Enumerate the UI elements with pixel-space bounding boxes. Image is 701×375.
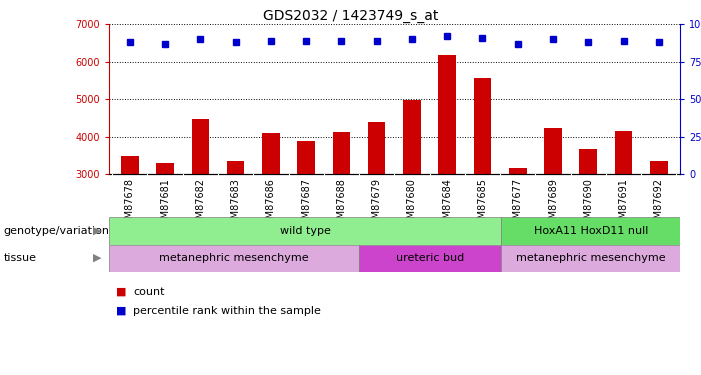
Text: GSM87691: GSM87691 — [618, 178, 629, 231]
Bar — [227, 160, 245, 174]
Bar — [509, 168, 526, 174]
Bar — [501, 244, 680, 272]
Text: ■: ■ — [116, 306, 126, 316]
Bar — [121, 156, 139, 174]
Text: percentile rank within the sample: percentile rank within the sample — [133, 306, 321, 316]
Text: GSM87689: GSM87689 — [548, 178, 558, 231]
Bar — [580, 149, 597, 174]
Text: metanephric mesenchyme: metanephric mesenchyme — [159, 253, 308, 263]
Bar — [501, 217, 680, 244]
Text: ureteric bud: ureteric bud — [396, 253, 464, 263]
Text: GSM87692: GSM87692 — [654, 178, 664, 231]
Bar — [191, 119, 209, 174]
Text: GSM87688: GSM87688 — [336, 178, 346, 231]
Bar — [297, 141, 315, 174]
Text: HoxA11 HoxD11 null: HoxA11 HoxD11 null — [533, 226, 648, 236]
Text: GSM87683: GSM87683 — [231, 178, 240, 231]
Text: GSM87684: GSM87684 — [442, 178, 452, 231]
Bar — [438, 55, 456, 174]
Bar — [109, 244, 359, 272]
Text: wild type: wild type — [280, 226, 330, 236]
Text: GSM87677: GSM87677 — [512, 178, 523, 231]
Text: GSM87678: GSM87678 — [125, 178, 135, 231]
Text: GSM87690: GSM87690 — [583, 178, 593, 231]
Bar — [156, 163, 174, 174]
Text: count: count — [133, 287, 165, 297]
Text: ▶: ▶ — [93, 226, 102, 236]
Bar — [332, 132, 350, 174]
Bar — [615, 130, 632, 174]
Text: metanephric mesenchyme: metanephric mesenchyme — [516, 253, 665, 263]
Text: GSM87685: GSM87685 — [477, 178, 487, 231]
Bar — [359, 244, 501, 272]
Bar — [403, 100, 421, 174]
Bar — [262, 133, 280, 174]
Text: GDS2032 / 1423749_s_at: GDS2032 / 1423749_s_at — [263, 9, 438, 23]
Bar — [650, 161, 667, 174]
Text: genotype/variation: genotype/variation — [4, 226, 109, 236]
Text: tissue: tissue — [4, 253, 36, 263]
Bar — [474, 78, 491, 174]
Text: GSM87681: GSM87681 — [160, 178, 170, 231]
Text: GSM87679: GSM87679 — [372, 178, 381, 231]
Text: GSM87682: GSM87682 — [196, 178, 205, 231]
Text: GSM87686: GSM87686 — [266, 178, 276, 231]
Text: ■: ■ — [116, 287, 126, 297]
Text: GSM87687: GSM87687 — [301, 178, 311, 231]
Text: GSM87680: GSM87680 — [407, 178, 417, 231]
Bar — [109, 217, 501, 244]
Bar — [368, 122, 386, 174]
Text: ▶: ▶ — [93, 253, 102, 263]
Bar — [544, 128, 562, 174]
